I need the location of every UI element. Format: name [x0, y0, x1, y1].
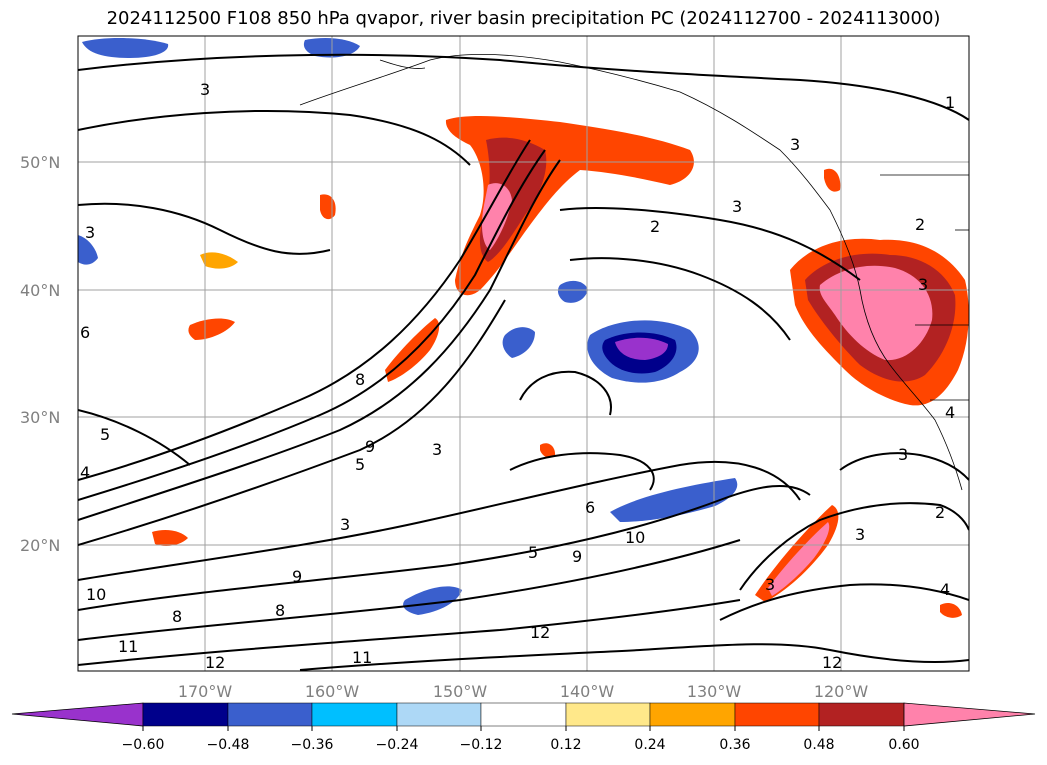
contour-label: 6 [585, 498, 595, 517]
map-frame [77, 35, 970, 672]
lat-label-50n: 50°N [20, 153, 60, 172]
contour-label: 4 [940, 580, 950, 599]
colorbar-segment [649, 702, 736, 727]
map-panel: 3 1 3 2 3 3 6 8 3 5 4 9 5 3 6 10 5 9 3 3… [78, 36, 969, 672]
coastlines [299, 53, 969, 491]
colorbar-tick-label: 0.24 [634, 737, 665, 753]
contour-label: 2 [915, 215, 925, 234]
lon-label-120w: 120°W [814, 682, 869, 701]
contour-label: 4 [80, 463, 90, 482]
positive-small-4 [152, 530, 188, 546]
contour-label: 2 [935, 503, 945, 522]
contour-label: 8 [172, 607, 182, 626]
longitude-axis: 170°W 160°W 150°W 140°W 130°W 120°W [178, 682, 869, 701]
lon-label-160w: 160°W [305, 682, 360, 701]
contour-label: 12 [822, 653, 842, 672]
colorbar-segment [227, 702, 313, 727]
colorbar-tick-label: −0.12 [460, 737, 503, 753]
negative-northwest-1 [82, 38, 169, 58]
contour-label: 12 [205, 653, 225, 672]
contour-label: 9 [572, 547, 582, 566]
colorbar-tick-label: −0.48 [207, 737, 250, 753]
colorbar-segment [480, 702, 567, 727]
lat-label-40n: 40°N [20, 281, 60, 300]
graticule [78, 36, 969, 671]
negative-small-1 [502, 327, 535, 358]
positive-southeast-core [768, 522, 830, 596]
colorbar-segment [734, 702, 820, 727]
contour-label: 10 [86, 585, 106, 604]
colorbar-segment [396, 702, 482, 727]
contour-label: 3 [432, 440, 442, 459]
contour-label: 3 [898, 445, 908, 464]
positive-small-7 [540, 443, 556, 458]
contour-label: 2 [650, 217, 660, 236]
lon-label-150w: 150°W [433, 682, 488, 701]
contour-label: 3 [765, 575, 775, 594]
colorbar-segment [565, 702, 651, 727]
colorbar-tick-label: 0.60 [888, 737, 919, 753]
positive-small-3 [200, 252, 238, 269]
colorbar-tick-label: −0.60 [122, 737, 165, 753]
negative-small-4 [403, 586, 462, 615]
colorbar-segment [311, 702, 398, 727]
contour-label: 5 [355, 455, 365, 474]
positive-west-coast-peak [819, 265, 933, 361]
contour-label: 4 [945, 403, 955, 422]
contour-label-group: 3 1 3 2 3 3 6 8 3 5 4 9 5 3 6 10 5 9 3 3… [80, 80, 955, 672]
contour-label: 8 [355, 370, 365, 389]
contour-label: 9 [365, 437, 375, 456]
colorbar-tick-label: 0.12 [550, 737, 581, 753]
contour-label: 9 [292, 567, 302, 586]
contour-label: 3 [732, 197, 742, 216]
contour-label: 1 [945, 93, 955, 112]
lon-label-170w: 170°W [178, 682, 233, 701]
contour-label: 5 [100, 425, 110, 444]
contour-label: 3 [855, 525, 865, 544]
negative-small-3 [610, 478, 738, 522]
negative-small-2 [557, 280, 588, 303]
contour-label: 3 [340, 515, 350, 534]
colorbar-tick-label: −0.24 [376, 737, 419, 753]
latitude-axis: 50°N 40°N 30°N 20°N [20, 153, 60, 555]
colorbar: −0.60 −0.48 −0.36 −0.24 −0.12 0.12 0.24 … [11, 702, 1036, 753]
colorbar-tick-label: −0.36 [291, 737, 334, 753]
negative-central-peak [615, 337, 668, 360]
contour-lines [78, 53, 969, 671]
contour-label: 5 [528, 543, 538, 562]
map-title: 2024112500 F108 850 hPa qvapor, river ba… [106, 8, 941, 29]
positive-small-2 [188, 318, 235, 340]
positive-small-6 [824, 168, 841, 192]
contour-label: 11 [352, 648, 372, 667]
colorbar-tick-label: 0.36 [719, 737, 750, 753]
colorbar-min-extend [11, 702, 144, 727]
lon-label-130w: 130°W [687, 682, 742, 701]
negative-west-edge [78, 235, 98, 265]
lat-label-30n: 30°N [20, 408, 60, 427]
colorbar-tick-label: 0.48 [803, 737, 834, 753]
colorbar-segment [818, 702, 905, 727]
positive-plume-peak [482, 183, 512, 250]
contour-label: 11 [118, 637, 138, 656]
positive-small-5 [940, 603, 962, 618]
contour-label: 3 [85, 223, 95, 242]
shaded-regions [78, 38, 969, 618]
contour-label: 6 [80, 323, 90, 342]
contour-label: 8 [275, 601, 285, 620]
colorbar-ticks [142, 726, 905, 731]
colorbar-segment [142, 702, 229, 727]
contour-label: 3 [918, 275, 928, 294]
contour-label: 3 [200, 80, 210, 99]
contour-label: 10 [625, 528, 645, 547]
lat-label-20n: 20°N [20, 536, 60, 555]
colorbar-max-extend [903, 702, 1036, 727]
contour-label: 3 [790, 135, 800, 154]
lon-label-140w: 140°W [560, 682, 615, 701]
contour-label: 12 [530, 623, 550, 642]
